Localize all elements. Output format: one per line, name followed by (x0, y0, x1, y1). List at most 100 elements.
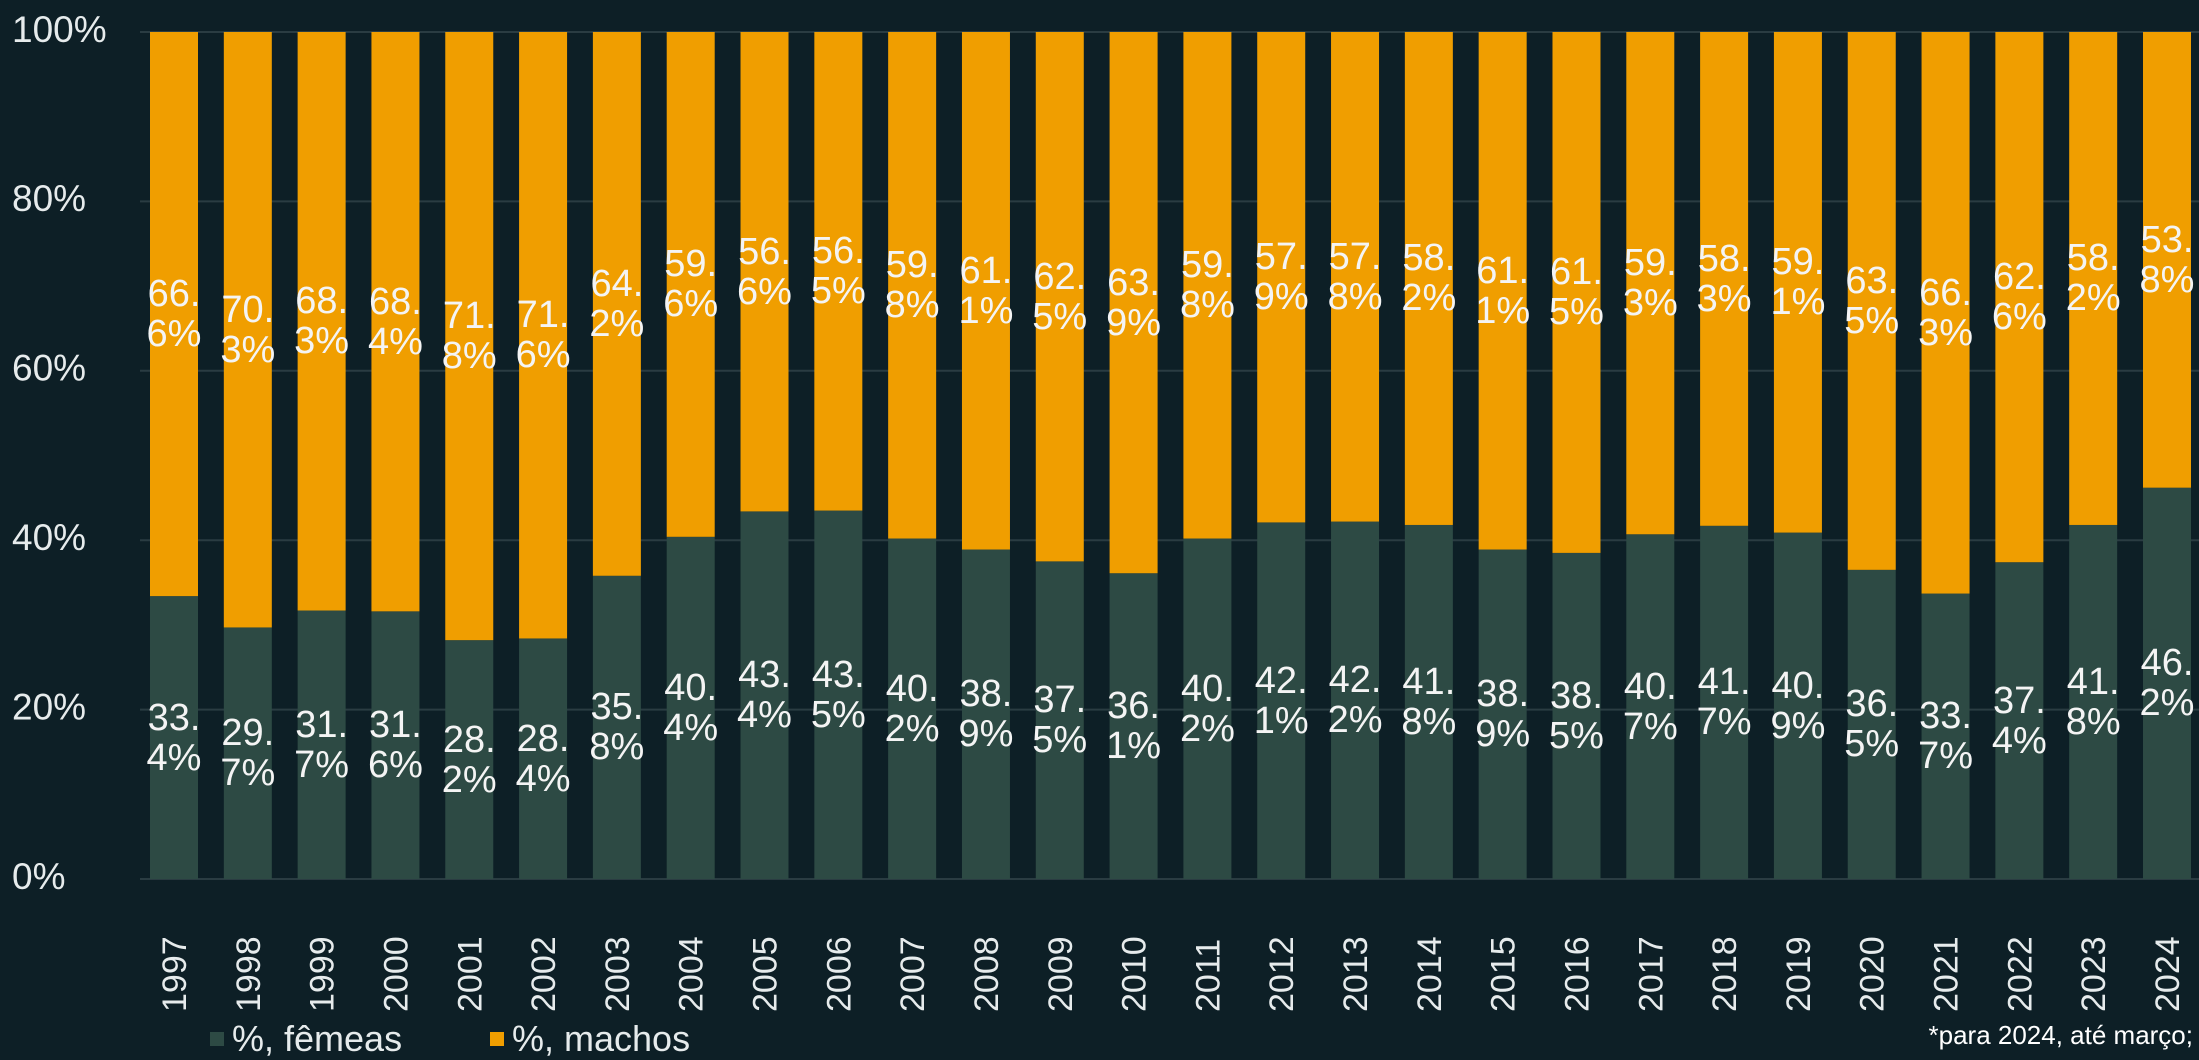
value-label: 41.8% (1401, 660, 1457, 743)
legend-item: %, fêmeas (210, 1018, 402, 1060)
bar-segment (519, 32, 568, 639)
x-tick-label: 2009 (1042, 936, 1080, 1012)
x-tick-label: 2020 (1854, 936, 1892, 1012)
value-label: 29.7% (220, 712, 276, 795)
y-tick-label: 20% (12, 686, 86, 727)
value-label: 46.2% (2139, 642, 2195, 725)
bar-segment (888, 538, 937, 879)
value-label: 58.3% (1696, 237, 1752, 320)
value-label: 38.9% (958, 673, 1014, 756)
bar-segment (1257, 32, 1306, 523)
bar-segment (1183, 32, 1232, 539)
bar-segment (371, 611, 420, 879)
bar-segment (371, 32, 420, 612)
value-label: 71.6% (515, 294, 571, 377)
value-label: 59.6% (663, 243, 719, 326)
bar-segment (1700, 32, 1749, 526)
value-label: 42.1% (1253, 659, 1309, 742)
bar-segment (445, 640, 494, 879)
value-label: 40.9% (1770, 664, 1826, 747)
value-label: 53.8% (2139, 218, 2195, 301)
bar-segment (223, 627, 272, 879)
x-tick-label: 2019 (1780, 936, 1818, 1012)
value-label: 68.4% (367, 280, 423, 363)
y-tick-label: 0% (12, 856, 65, 897)
value-label: 59.8% (884, 244, 940, 327)
bar-segment (1773, 32, 1822, 533)
bar-segment (1109, 573, 1158, 879)
value-label: 56.5% (810, 230, 866, 313)
value-label: 61.5% (1549, 251, 1604, 334)
legend-item: %, machos (490, 1018, 690, 1060)
bar-segment (1478, 549, 1527, 879)
bar-segment (2143, 487, 2191, 879)
value-label: 56.6% (737, 230, 792, 313)
bar-segment (1035, 561, 1084, 879)
bar-segment (814, 32, 863, 511)
x-tick-label: 2012 (1263, 936, 1301, 1012)
value-label: 71.8% (441, 295, 497, 378)
bar-segment (1552, 32, 1601, 553)
value-label: 59.1% (1770, 241, 1826, 324)
bar-segment (1331, 32, 1380, 522)
bar-segment (888, 32, 937, 539)
x-tick-label: 2016 (1558, 936, 1596, 1012)
value-label: 64.2% (589, 262, 645, 345)
y-tick-label: 40% (12, 517, 86, 558)
value-label: 57.8% (1327, 235, 1383, 318)
bar-segment (740, 32, 789, 512)
bar-segment (814, 510, 863, 879)
value-label: 59.8% (1179, 244, 1235, 327)
bar-segment (1035, 32, 1084, 562)
value-label: 61.1% (1475, 249, 1531, 332)
value-label: 40.2% (1179, 667, 1235, 750)
value-label: 31.6% (367, 704, 423, 787)
value-label: 38.5% (1549, 674, 1604, 757)
bar-segment (1921, 593, 1970, 879)
bar-segment (1847, 32, 1896, 570)
bar-segment (961, 32, 1010, 550)
bar-segment (2143, 32, 2191, 488)
bar-segment (297, 32, 346, 611)
bar-segment (1995, 562, 2044, 879)
x-tick-label: 2003 (599, 936, 637, 1012)
bar-segment (592, 575, 641, 879)
x-tick-label: 2017 (1632, 936, 1670, 1012)
x-tick-label: 2015 (1485, 936, 1523, 1012)
value-label: 66.6% (146, 273, 202, 356)
x-tick-label: 2023 (2075, 936, 2113, 1012)
bar-segment (666, 536, 715, 879)
bar-segment (2069, 524, 2118, 879)
x-tick-label: 1999 (304, 936, 342, 1012)
value-label: 43.4% (737, 654, 792, 737)
value-label: 33.7% (1918, 695, 1973, 778)
value-label: 33.4% (146, 696, 202, 779)
x-tick-label: 2002 (525, 936, 563, 1012)
y-tick-label: 60% (12, 348, 86, 389)
bar-segment (297, 610, 346, 879)
bar-segment (1478, 32, 1527, 550)
bar-segment (1700, 525, 1749, 879)
x-tick-label: 2004 (673, 936, 711, 1012)
value-label: 58.2% (2065, 237, 2121, 320)
legend-swatch (490, 1032, 504, 1046)
value-label: 35.8% (589, 686, 645, 769)
bar-segment (2069, 32, 2118, 525)
value-label: 36.1% (1106, 685, 1162, 768)
value-label: 57.9% (1253, 236, 1309, 319)
bar-segment (150, 596, 198, 879)
bar-segment (1847, 569, 1896, 879)
y-tick-label: 80% (12, 178, 86, 219)
value-label: 40.2% (884, 667, 940, 750)
x-tick-label: 1998 (230, 936, 268, 1012)
x-tick-label: 2013 (1337, 936, 1375, 1012)
value-label: 38.9% (1475, 673, 1531, 756)
value-label: 37.5% (1032, 679, 1088, 762)
bar-segment (1331, 521, 1380, 879)
value-label: 31.7% (294, 703, 350, 786)
value-label: 59.3% (1622, 242, 1678, 325)
x-tick-label: 2000 (377, 936, 415, 1012)
value-label: 40.7% (1622, 665, 1678, 748)
x-tick-label: 2024 (2149, 936, 2187, 1012)
x-tick-label: 2018 (1706, 936, 1744, 1012)
